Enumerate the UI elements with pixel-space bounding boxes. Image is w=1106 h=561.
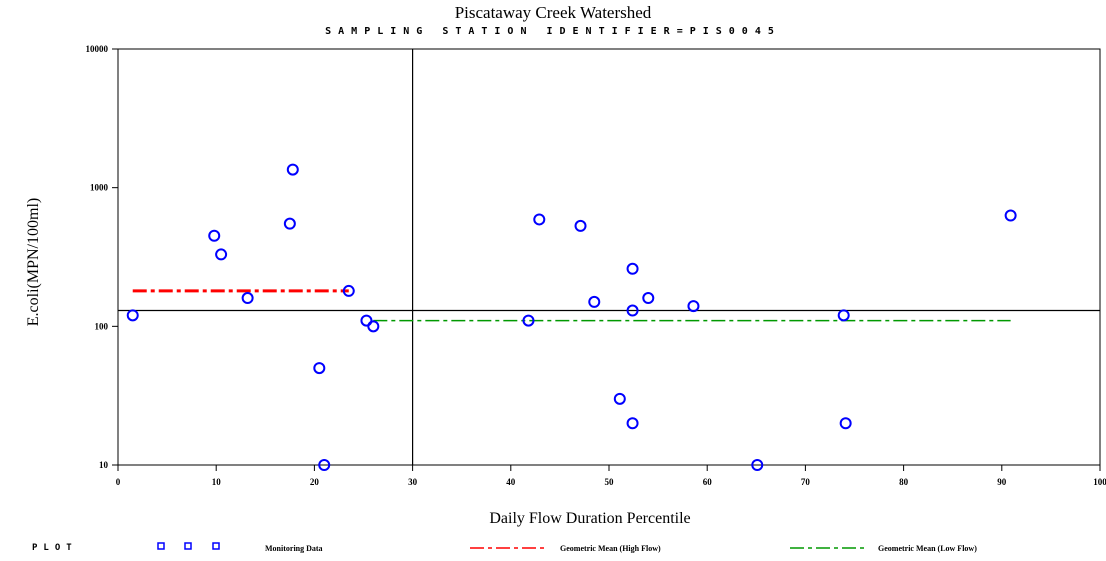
- data-point: [626, 262, 639, 275]
- y-tick-label: 100: [95, 321, 109, 331]
- data-point: [751, 459, 764, 471]
- x-tick-label: 50: [605, 477, 615, 487]
- legend-marker: [157, 542, 165, 550]
- data-point: [241, 292, 254, 305]
- x-tick-label: 0: [116, 477, 121, 487]
- data-point: [522, 314, 535, 327]
- x-tick-label: 90: [997, 477, 1007, 487]
- legend-high-flow: Geometric Mean (High Flow): [560, 544, 661, 553]
- data-point: [286, 163, 299, 176]
- data-point: [588, 295, 601, 308]
- data-point: [283, 217, 296, 230]
- data-point: [313, 362, 326, 375]
- chart-title: Piscataway Creek Watershed: [455, 3, 652, 22]
- data-point: [626, 304, 639, 317]
- x-tick-label: 30: [408, 477, 418, 487]
- x-tick-label: 80: [899, 477, 909, 487]
- data-point: [342, 284, 355, 297]
- data-point: [318, 459, 331, 471]
- x-tick-label: 20: [310, 477, 320, 487]
- legend-marker: [184, 542, 192, 550]
- x-tick-label: 10: [212, 477, 222, 487]
- y-axis: 10 100 1000 10000: [86, 44, 118, 470]
- y-tick-label: 1000: [90, 183, 109, 193]
- x-axis: 0 10 20 30 40 50 60 70 80 90 100: [116, 465, 1106, 487]
- data-point: [642, 292, 655, 305]
- chart-subtitle: SAMPLING STATION IDENTIFIER=PIS0045: [325, 26, 781, 37]
- data-point: [687, 300, 700, 313]
- legend: PLOT Monitoring Data Geometric Mean (Hig…: [32, 542, 977, 553]
- data-point: [613, 392, 626, 405]
- x-tick-label: 100: [1093, 477, 1106, 487]
- monitoring-data-points: [126, 163, 1017, 471]
- legend-marker: [212, 542, 220, 550]
- data-point: [126, 309, 139, 322]
- y-axis-label: E.coli(MPN/100ml): [25, 198, 42, 326]
- data-point: [533, 213, 546, 226]
- legend-monitoring-data: Monitoring Data: [265, 544, 323, 553]
- data-point: [839, 417, 852, 430]
- x-tick-label: 60: [703, 477, 713, 487]
- data-point: [626, 417, 639, 430]
- data-point: [208, 229, 221, 242]
- data-point: [1004, 209, 1017, 222]
- data-point: [837, 309, 850, 322]
- y-tick-label: 10000: [86, 44, 109, 54]
- x-tick-label: 40: [506, 477, 516, 487]
- y-tick-label: 10: [99, 460, 109, 470]
- x-tick-label: 70: [801, 477, 811, 487]
- x-axis-label: Daily Flow Duration Percentile: [489, 510, 690, 527]
- legend-low-flow: Geometric Mean (Low Flow): [878, 544, 977, 553]
- plot-frame: [117, 48, 1101, 466]
- data-point: [367, 320, 380, 333]
- data-point: [574, 219, 587, 232]
- legend-title: PLOT: [32, 543, 78, 553]
- data-point: [360, 314, 373, 327]
- legend-monitoring-markers: [157, 542, 220, 550]
- data-point: [215, 248, 228, 261]
